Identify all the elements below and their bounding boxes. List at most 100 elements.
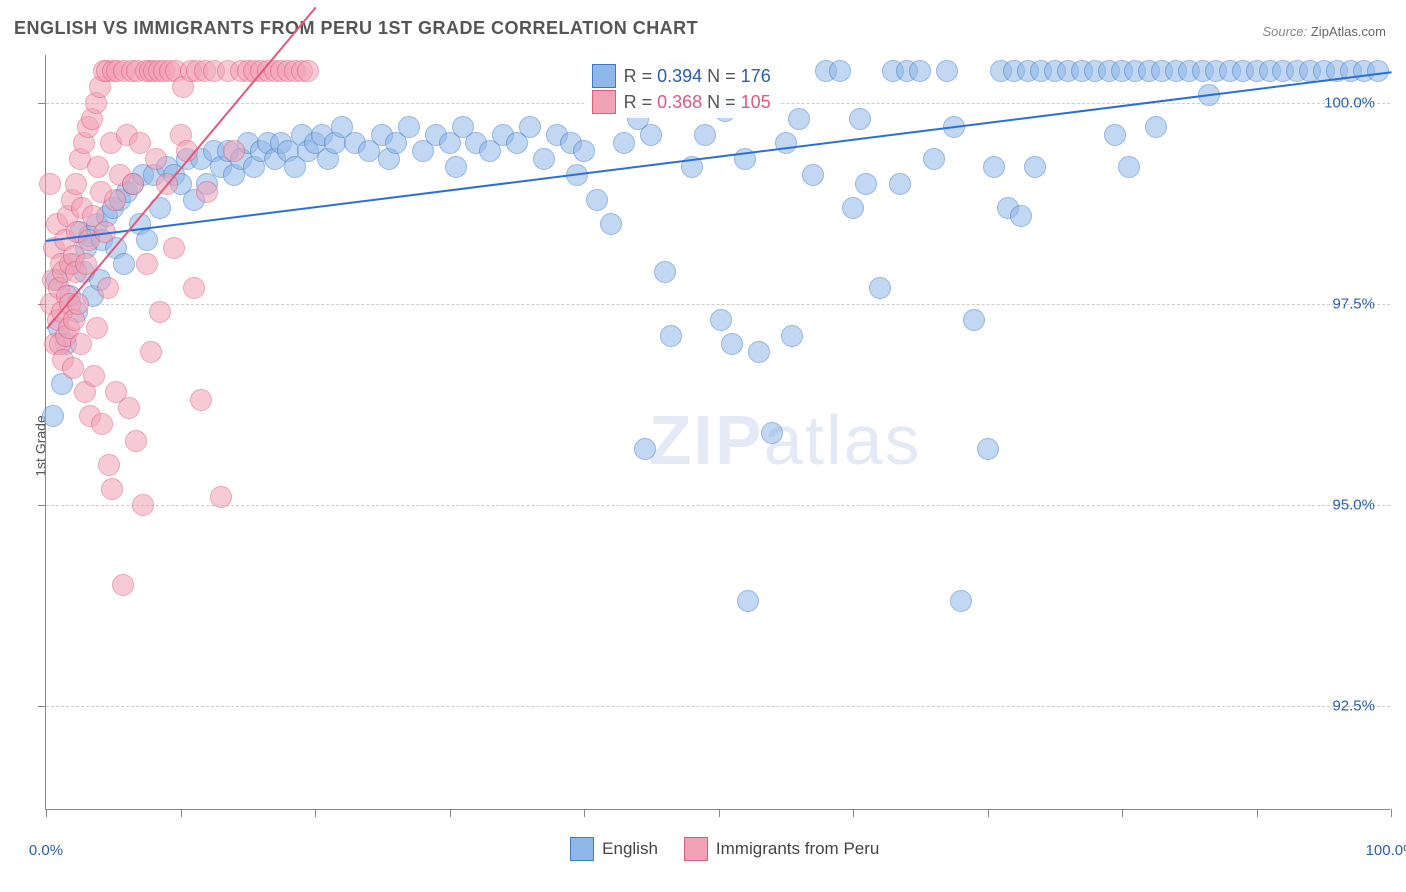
scatter-point-english xyxy=(788,108,810,130)
source-value: ZipAtlas.com xyxy=(1311,24,1386,39)
x-tick xyxy=(584,809,585,817)
scatter-point-peru xyxy=(83,365,105,387)
scatter-point-peru xyxy=(101,478,123,500)
x-tick xyxy=(1257,809,1258,817)
scatter-point-english xyxy=(748,341,770,363)
gridline-h xyxy=(46,304,1390,305)
correlation-legend-row: R = 0.368 N = 105 xyxy=(592,90,771,114)
scatter-point-english xyxy=(936,60,958,82)
scatter-point-peru xyxy=(39,173,61,195)
series-legend: English Immigrants from Peru xyxy=(570,837,897,861)
scatter-point-peru xyxy=(132,494,154,516)
legend-series-label: English xyxy=(602,839,658,859)
scatter-point-english xyxy=(889,173,911,195)
scatter-point-english xyxy=(660,325,682,347)
scatter-point-english xyxy=(573,140,595,162)
scatter-point-english xyxy=(781,325,803,347)
scatter-point-english xyxy=(113,253,135,275)
legend-text: R = 0.394 N = 176 xyxy=(624,66,771,87)
scatter-point-english xyxy=(519,116,541,138)
source-label: Source: xyxy=(1262,24,1310,39)
scatter-point-english xyxy=(869,277,891,299)
legend-swatch xyxy=(592,90,616,114)
scatter-point-peru xyxy=(86,317,108,339)
scatter-point-peru xyxy=(91,413,113,435)
scatter-point-english xyxy=(634,438,656,460)
scatter-point-english xyxy=(1024,156,1046,178)
scatter-point-peru xyxy=(125,430,147,452)
scatter-point-peru xyxy=(163,237,185,259)
scatter-point-english xyxy=(1010,205,1032,227)
scatter-point-english xyxy=(1118,156,1140,178)
scatter-point-english xyxy=(136,229,158,251)
x-tick xyxy=(1122,809,1123,817)
scatter-point-peru xyxy=(140,341,162,363)
scatter-point-peru xyxy=(104,189,126,211)
scatter-point-english xyxy=(802,164,824,186)
plot-area: 92.5%95.0%97.5%100.0%0.0%100.0%ZIPatlasR… xyxy=(45,55,1390,810)
scatter-point-english xyxy=(761,422,783,444)
y-tick-label: 100.0% xyxy=(1324,95,1375,112)
scatter-point-english xyxy=(909,60,931,82)
watermark: ZIPatlas xyxy=(649,400,922,480)
y-tick xyxy=(38,706,46,707)
x-tick xyxy=(46,809,47,817)
scatter-point-peru xyxy=(297,60,319,82)
scatter-point-english xyxy=(977,438,999,460)
scatter-point-english xyxy=(849,108,871,130)
scatter-point-peru xyxy=(210,486,232,508)
scatter-point-peru xyxy=(98,454,120,476)
scatter-point-english xyxy=(42,405,64,427)
legend-series-label: Immigrants from Peru xyxy=(716,839,879,859)
legend-swatch xyxy=(684,837,708,861)
scatter-point-peru xyxy=(118,397,140,419)
scatter-point-english xyxy=(586,189,608,211)
scatter-point-english xyxy=(721,333,743,355)
scatter-point-english xyxy=(710,309,732,331)
scatter-point-english xyxy=(398,116,420,138)
y-tick xyxy=(38,505,46,506)
scatter-point-peru xyxy=(122,173,144,195)
scatter-point-english xyxy=(737,590,759,612)
correlation-legend: R = 0.394 N = 176 R = 0.368 N = 105 xyxy=(584,60,779,118)
x-tick xyxy=(450,809,451,817)
x-tick xyxy=(719,809,720,817)
gridline-h xyxy=(46,706,1390,707)
scatter-point-peru xyxy=(67,293,89,315)
scatter-point-peru xyxy=(183,277,205,299)
y-tick-label: 97.5% xyxy=(1332,295,1375,312)
scatter-point-peru xyxy=(70,333,92,355)
scatter-point-peru xyxy=(196,181,218,203)
x-tick xyxy=(988,809,989,817)
scatter-point-peru xyxy=(149,301,171,323)
legend-swatch xyxy=(570,837,594,861)
x-tick xyxy=(1391,809,1392,817)
y-tick-label: 95.0% xyxy=(1332,496,1375,513)
x-tick xyxy=(181,809,182,817)
scatter-point-english xyxy=(694,124,716,146)
legend-swatch xyxy=(592,64,616,88)
scatter-point-english xyxy=(1104,124,1126,146)
x-tick-label: 100.0% xyxy=(1366,842,1406,859)
scatter-point-english xyxy=(445,156,467,178)
scatter-point-peru xyxy=(112,574,134,596)
scatter-point-english xyxy=(829,60,851,82)
legend-text: R = 0.368 N = 105 xyxy=(624,92,771,113)
y-tick-label: 92.5% xyxy=(1332,697,1375,714)
scatter-point-english xyxy=(654,261,676,283)
scatter-point-peru xyxy=(136,253,158,275)
scatter-point-english xyxy=(842,197,864,219)
scatter-point-peru xyxy=(145,148,167,170)
scatter-point-english xyxy=(963,309,985,331)
scatter-point-english xyxy=(600,213,622,235)
scatter-point-english xyxy=(983,156,1005,178)
scatter-point-english xyxy=(613,132,635,154)
correlation-legend-row: R = 0.394 N = 176 xyxy=(592,64,771,88)
source-attribution: Source: ZipAtlas.com xyxy=(1262,24,1386,39)
scatter-point-english xyxy=(533,148,555,170)
scatter-point-peru xyxy=(97,277,119,299)
x-tick-label: 0.0% xyxy=(29,842,63,859)
scatter-point-peru xyxy=(62,357,84,379)
scatter-point-english xyxy=(923,148,945,170)
x-tick xyxy=(853,809,854,817)
